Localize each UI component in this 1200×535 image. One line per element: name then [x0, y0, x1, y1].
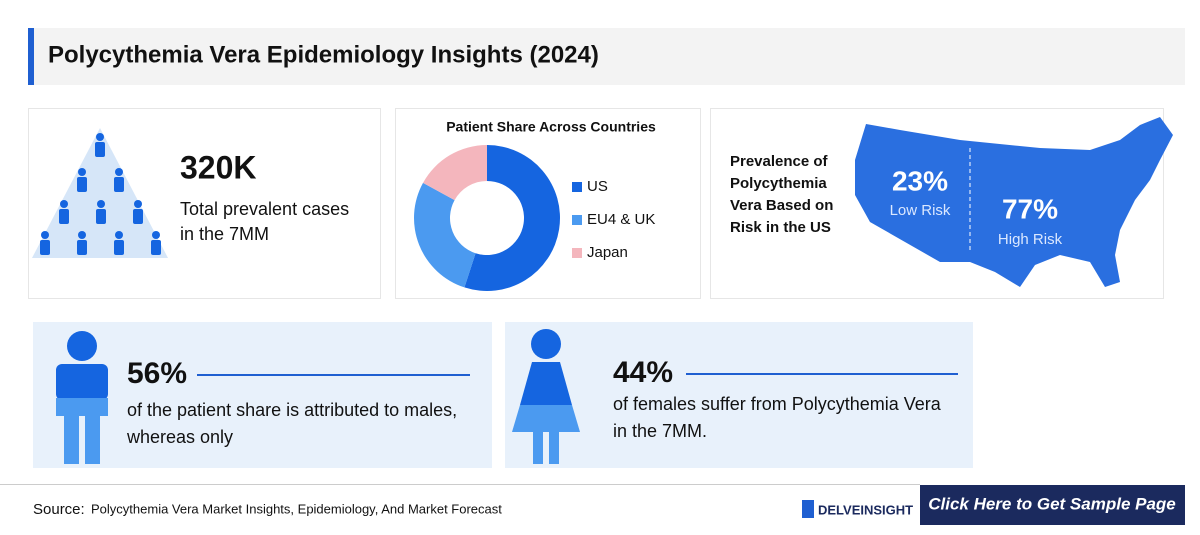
people-pyramid: [32, 128, 168, 258]
person-head: [96, 133, 104, 141]
risk-title: Risk in the US: [730, 219, 831, 236]
legend-swatch: [572, 182, 582, 192]
stat-text: whereas only: [126, 427, 233, 447]
header-accent: [28, 28, 34, 85]
stat-value: 56%: [127, 357, 187, 390]
person-body: [59, 209, 69, 224]
pyramid-bg: [32, 128, 168, 258]
risk-value: 23%: [892, 165, 948, 196]
header-bar: [28, 28, 1185, 85]
source-label: Source:: [33, 501, 85, 518]
person-body: [114, 177, 124, 192]
legend-label: US: [587, 178, 608, 195]
person-head: [115, 168, 123, 176]
male-icon: [56, 331, 108, 464]
button-bg[interactable]: [920, 485, 1185, 525]
person-head: [134, 200, 142, 208]
person-body: [77, 177, 87, 192]
logo-mark: [802, 500, 814, 518]
risk-title: Vera Based on: [730, 197, 833, 214]
person-head: [78, 231, 86, 239]
risk-value: 77%: [1002, 193, 1058, 224]
legend-swatch: [572, 248, 582, 258]
person-head: [115, 231, 123, 239]
risk-title: Prevalence of: [730, 153, 829, 170]
logo: DELVEINSIGHT: [818, 502, 913, 517]
legend-label: Japan: [587, 244, 628, 261]
donut-slice: [423, 145, 487, 201]
donut-slice: [464, 145, 560, 291]
female-icon: [512, 329, 580, 464]
person-body: [114, 240, 124, 255]
sample-button[interactable]: Click Here to Get Sample Page: [920, 485, 1185, 525]
person-head: [60, 200, 68, 208]
stat-text: of females suffer from Polycythemia Vera: [613, 394, 942, 414]
stat-value: 44%: [613, 356, 673, 389]
legend-label: EU4 & UK: [587, 211, 655, 228]
card: [33, 322, 492, 468]
person-body: [133, 209, 143, 224]
person-head: [152, 231, 160, 239]
person-body: [96, 209, 106, 224]
risk-label: Low Risk: [890, 202, 951, 219]
card: [505, 322, 973, 468]
legend-swatch: [572, 215, 582, 225]
button-label[interactable]: Click Here to Get Sample Page: [928, 494, 1176, 513]
risk-label: High Risk: [998, 231, 1063, 248]
person-head: [78, 168, 86, 176]
stat-text: in the 7MM: [180, 224, 269, 244]
stat-text: of the patient share is attributed to ma…: [127, 400, 457, 420]
us-map: [855, 117, 1173, 287]
stat-text: in the 7MM.: [613, 421, 707, 441]
person-head: [41, 231, 49, 239]
title: Polycythemia Vera Epidemiology Insights …: [48, 41, 599, 68]
donut: US EU4 & UK Japan: [414, 145, 655, 291]
person-body: [151, 240, 161, 255]
risk-title: Polycythemia: [730, 175, 827, 192]
stat-text: Total prevalent cases: [180, 199, 349, 219]
donut-slice: [414, 182, 476, 288]
source: Polycythemia Vera Market Insights, Epide…: [91, 501, 502, 516]
person-body: [40, 240, 50, 255]
person-body: [77, 240, 87, 255]
person-head: [97, 200, 105, 208]
donut-title: Patient Share Across Countries: [446, 119, 656, 135]
person-body: [95, 142, 105, 157]
stat-value: 320K: [180, 149, 257, 185]
